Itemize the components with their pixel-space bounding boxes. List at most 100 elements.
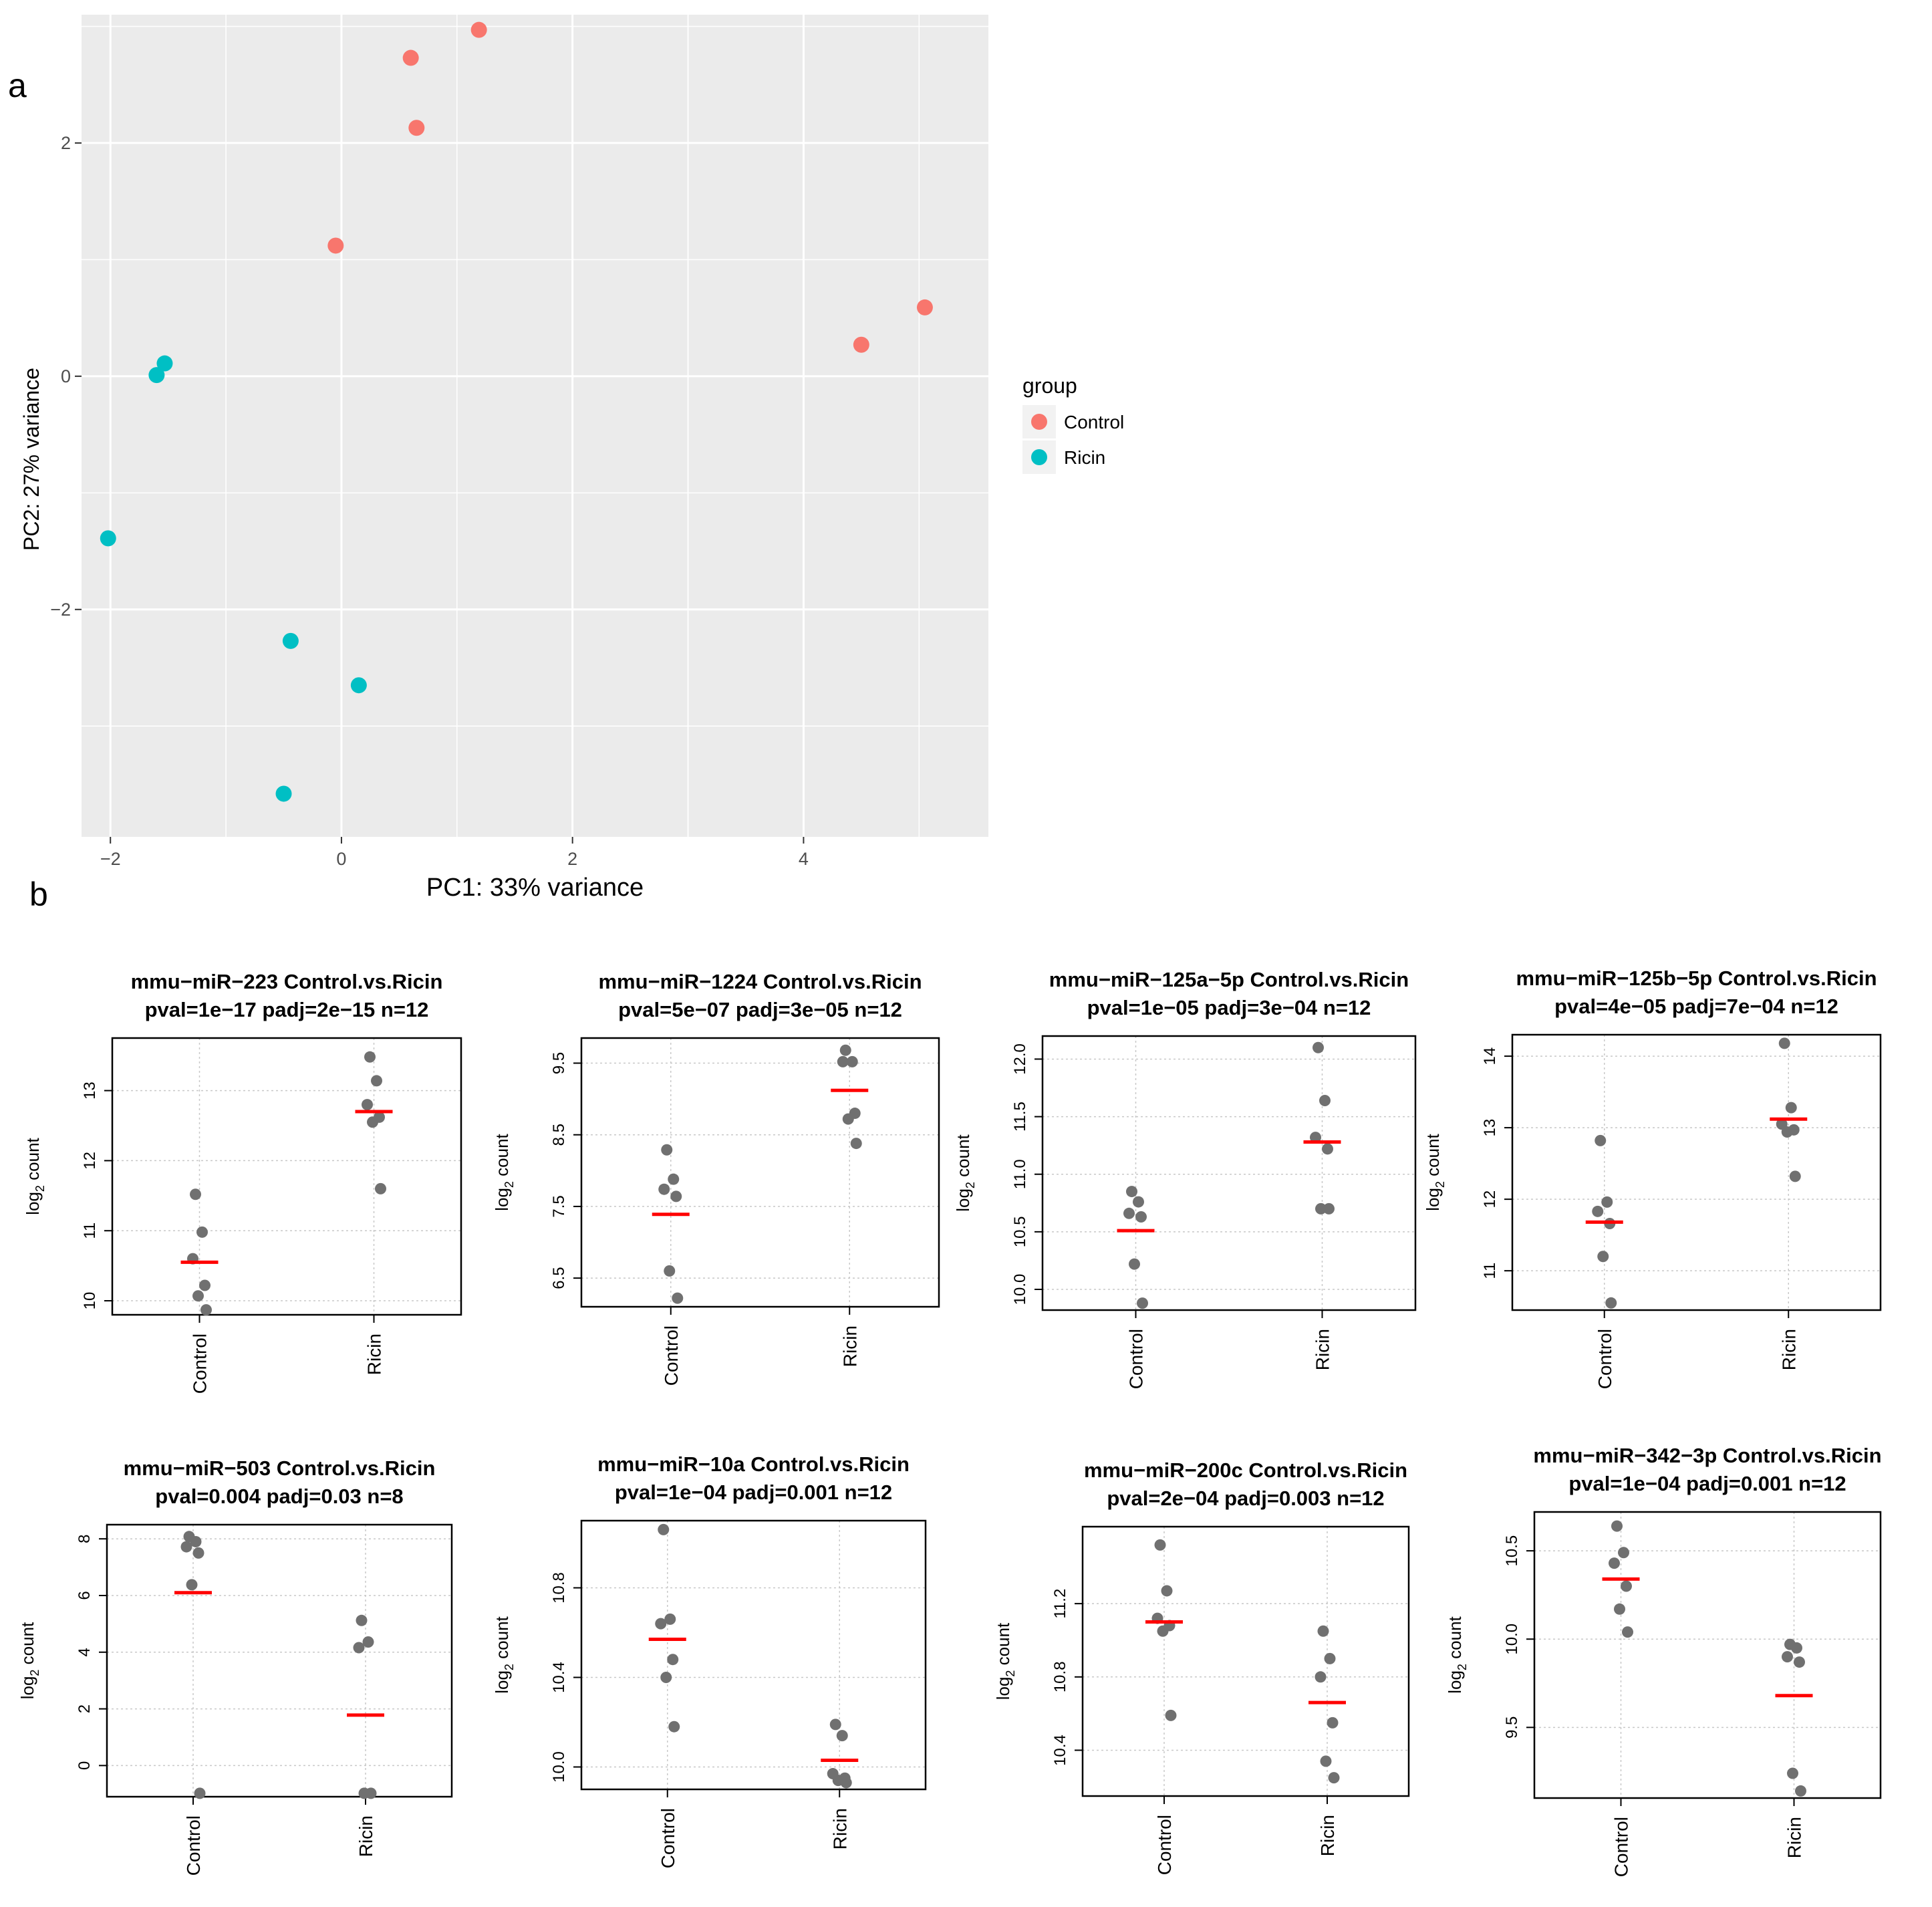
strip-point-control (180, 1541, 192, 1553)
pca-point-ricin (350, 677, 367, 694)
strip-point-ricin (1323, 1202, 1335, 1215)
strip-point-ricin (362, 1636, 374, 1648)
strip-point-control (1618, 1547, 1629, 1559)
strip-y-tick-label: 10 (81, 1292, 99, 1310)
strip-x-tick-label-control: Control (661, 1325, 682, 1386)
strip-chart-subtitle: pval=1e−04 padj=0.001 n=12 (1568, 1472, 1846, 1495)
strip-chart-7: mmu−miR−200c Control.vs.Ricin pval=2e−04 … (993, 1458, 1410, 1875)
strip-chart-subtitle: pval=5e−07 padj=3e−05 n=12 (618, 998, 902, 1021)
strip-point-control (664, 1613, 676, 1625)
strip-point-control (199, 1279, 211, 1291)
strip-point-ricin (1789, 1170, 1801, 1182)
pca-plot-background (82, 15, 988, 837)
strip-x-tick-label-ricin: Ricin (1784, 1817, 1805, 1858)
pca-legend: group Control Ricin (1022, 374, 1124, 474)
strip-point-control (664, 1265, 676, 1277)
y-axis-title-log: log (953, 1188, 973, 1212)
strip-point-ricin (842, 1113, 854, 1125)
strip-chart-title: mmu−miR−125b−5p Control.vs.Ricin (1516, 967, 1877, 990)
strip-y-axis-title: log2 count (23, 1137, 47, 1215)
strip-point-control (658, 1523, 670, 1535)
strip-point-ricin (1328, 1772, 1340, 1784)
strip-point-ricin (1310, 1132, 1321, 1144)
strip-chart-2: mmu−miR−1224 Control.vs.Ricin pval=5e−07 … (492, 970, 940, 1386)
y-axis-title-subscript: 2 (964, 1182, 977, 1188)
pca-point-ricin (275, 785, 292, 802)
y-axis-title-count: count (1423, 1133, 1443, 1181)
strip-chart-8: mmu−miR−342−3p Control.vs.Ricin pval=1e−0… (1445, 1444, 1882, 1877)
pca-point-control (327, 237, 344, 254)
strip-point-ricin (367, 1116, 378, 1128)
strip-point-control (668, 1173, 680, 1185)
strip-point-ricin (358, 1787, 370, 1799)
strip-point-ricin (1322, 1143, 1333, 1155)
strip-point-ricin (1324, 1652, 1336, 1664)
pca-x-tick-label: 2 (567, 849, 577, 869)
pca-point-ricin (148, 367, 165, 384)
pca-x-tick-label: 0 (336, 849, 346, 869)
strip-x-tick-label-ricin: Ricin (1313, 1329, 1333, 1370)
strip-chart-title: mmu−miR−503 Control.vs.Ricin (124, 1456, 436, 1480)
strip-point-control (190, 1535, 202, 1547)
y-axis-title-log: log (17, 1676, 37, 1700)
strip-point-control (186, 1579, 198, 1591)
y-axis-title-subscript: 2 (1004, 1670, 1017, 1677)
strip-point-ricin (1791, 1642, 1802, 1654)
strip-point-control (192, 1290, 204, 1302)
strip-plot-frame (106, 1523, 453, 1798)
strip-point-ricin (836, 1730, 848, 1742)
strip-point-control (1154, 1539, 1166, 1551)
strip-plot-frame (1041, 1035, 1417, 1311)
pca-legend-label-control: Control (1064, 412, 1124, 432)
strip-y-tick-label: 11.5 (1011, 1102, 1029, 1132)
strip-point-ricin (1785, 1102, 1797, 1114)
strip-charts: mmu−miR−223 Control.vs.Ricin pval=1e−17 p… (17, 967, 1882, 1877)
y-axis-title-log: log (993, 1677, 1013, 1700)
pca-point-ricin (282, 632, 299, 649)
pca-point-ricin (100, 530, 116, 547)
strip-chart-subtitle: pval=4e−05 padj=7e−04 n=12 (1554, 995, 1838, 1018)
y-axis-title-subscript: 2 (33, 1185, 47, 1192)
strip-y-tick-label: 2 (76, 1704, 94, 1713)
strip-chart-title: mmu−miR−1224 Control.vs.Ricin (598, 970, 922, 993)
strip-point-control (1135, 1211, 1147, 1223)
pca-legend-title: group (1022, 374, 1077, 398)
strip-point-control (660, 1672, 672, 1683)
strip-chart-title: mmu−miR−223 Control.vs.Ricin (131, 970, 443, 993)
panel-label-b: b (29, 876, 48, 913)
strip-point-ricin (362, 1099, 373, 1111)
strip-point-control (1595, 1134, 1607, 1146)
strip-point-control (670, 1190, 682, 1202)
strip-y-tick-label: 10.8 (1051, 1661, 1069, 1692)
strip-point-control (1123, 1207, 1135, 1219)
strip-point-ricin (839, 1044, 851, 1056)
strip-x-tick-label-ricin: Ricin (1317, 1815, 1338, 1856)
strip-y-axis-title: log2 count (492, 1133, 516, 1211)
strip-point-control (668, 1721, 680, 1733)
strip-chart-4: mmu−miR−125b−5p Control.vs.Ricin pval=4e−… (1423, 967, 1882, 1389)
y-axis-title-log: log (492, 1670, 512, 1694)
strip-point-control (1157, 1625, 1169, 1637)
strip-point-control (192, 1547, 204, 1559)
pca-y-tick-label: 0 (61, 366, 71, 386)
strip-y-tick-label: 13 (81, 1082, 99, 1100)
strip-x-tick-label-control: Control (1611, 1817, 1632, 1877)
strip-point-ricin (371, 1075, 382, 1087)
strip-point-ricin (850, 1138, 862, 1150)
strip-y-tick-label: 12.0 (1011, 1043, 1029, 1075)
y-axis-title-subscript: 2 (1456, 1664, 1469, 1670)
pca-scatter-chart: −2 0 2 4 −2 0 2 PC1: 33% variance PC2: 27% varia… (19, 15, 1124, 902)
strip-y-tick-label: 12 (81, 1152, 99, 1170)
pca-y-axis-title: PC2: 27% variance (19, 368, 43, 551)
strip-point-control (672, 1292, 684, 1304)
y-axis-title-count: count (492, 1616, 512, 1664)
strip-x-tick-label-control: Control (183, 1815, 204, 1876)
pca-point-control (470, 21, 487, 38)
strip-plot-frame (580, 1519, 927, 1791)
strip-x-tick-label-ricin: Ricin (829, 1808, 850, 1850)
strip-y-tick-label: 10.0 (1503, 1624, 1521, 1655)
strip-plot-frame (1081, 1525, 1410, 1797)
strip-point-control (200, 1304, 212, 1316)
pca-point-ricin (156, 355, 173, 372)
